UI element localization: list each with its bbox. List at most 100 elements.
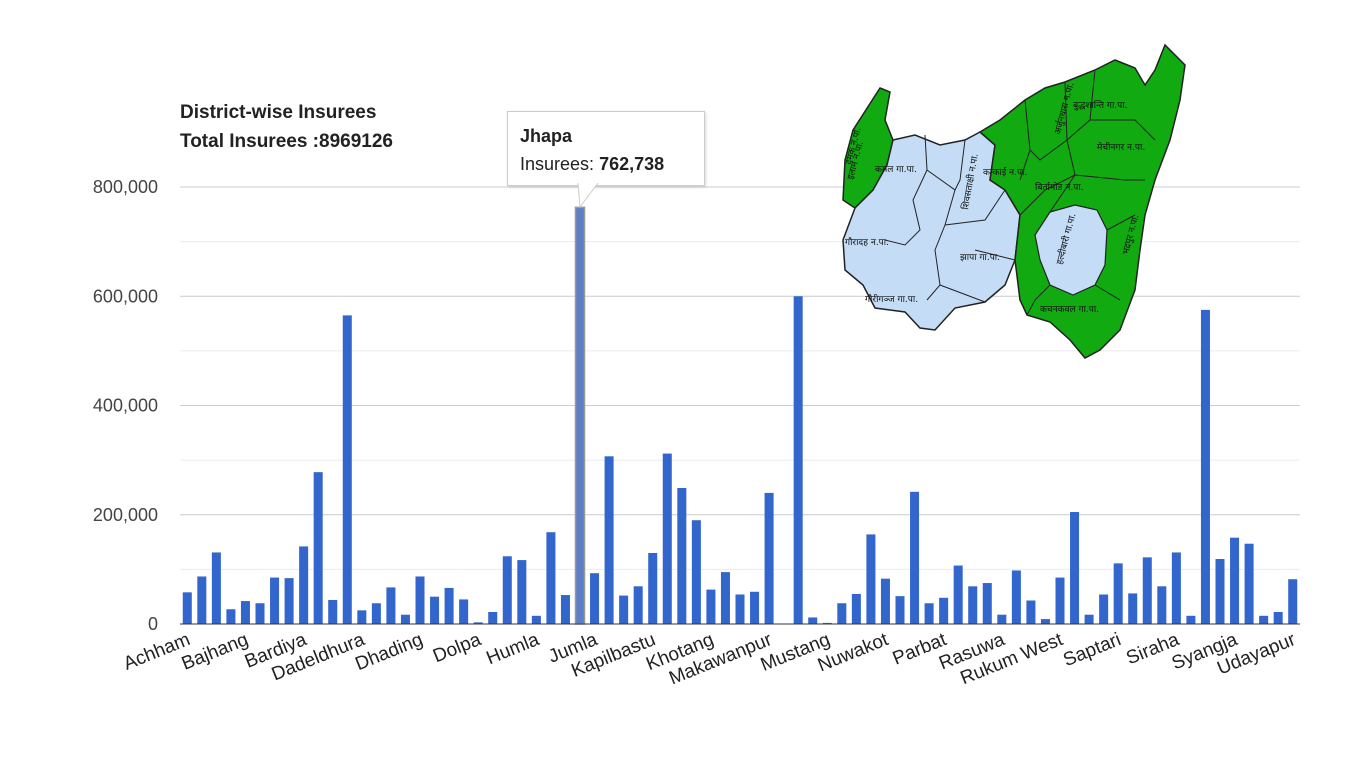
bar[interactable] [633, 586, 643, 624]
bar[interactable] [197, 576, 207, 624]
bar[interactable] [880, 578, 890, 624]
bar[interactable] [851, 593, 861, 624]
bar[interactable] [822, 622, 832, 624]
bar[interactable] [415, 576, 425, 624]
bar[interactable] [560, 595, 570, 624]
bar[interactable] [1171, 552, 1181, 624]
map-region-label: बिर्तामोड न.पा. [1035, 181, 1083, 193]
bar[interactable] [357, 610, 367, 624]
bar[interactable] [1128, 593, 1138, 624]
map-region-label: कमल गा.पा. [875, 165, 917, 175]
bar[interactable] [299, 546, 309, 624]
bar[interactable] [1230, 537, 1240, 624]
bar[interactable] [226, 609, 236, 624]
bar[interactable] [1200, 309, 1210, 624]
bar[interactable] [284, 578, 294, 624]
bar[interactable] [1070, 512, 1080, 624]
bar[interactable] [1084, 614, 1094, 624]
bar[interactable] [502, 556, 512, 624]
tooltip: Jhapa Insurees: 762,738 [507, 111, 705, 186]
bar[interactable] [764, 492, 774, 624]
bar[interactable] [546, 532, 556, 624]
bar[interactable] [1244, 543, 1254, 624]
y-axis-ticks: 0 200,000 400,000 600,000 800,000 [93, 177, 158, 634]
bar[interactable] [444, 587, 454, 624]
bar[interactable] [677, 487, 687, 624]
bar[interactable] [531, 615, 541, 624]
bar[interactable] [808, 617, 818, 624]
bar[interactable] [342, 315, 352, 624]
bar[interactable] [1026, 600, 1036, 624]
bar[interactable] [1157, 586, 1167, 624]
bar[interactable] [895, 596, 905, 624]
bar[interactable] [793, 296, 803, 624]
bar[interactable] [1273, 611, 1283, 624]
bar[interactable] [400, 614, 410, 624]
y-tick-label: 600,000 [93, 286, 158, 306]
bar[interactable] [706, 589, 716, 624]
x-tick-label: Dhading [352, 629, 425, 675]
chart-title: District-wise Insurees [180, 102, 377, 123]
map-region-label: कन्काई न.पा. [983, 166, 1027, 178]
bar[interactable] [270, 577, 280, 624]
bar[interactable] [328, 599, 338, 624]
bar[interactable] [924, 603, 934, 624]
map-region-label: मेचीनगर न.पा. [1097, 141, 1145, 153]
bar[interactable] [313, 472, 323, 624]
bar[interactable] [1040, 619, 1050, 624]
bar[interactable] [473, 622, 483, 624]
chart-subtitle: Total Insurees :8969126 [180, 131, 393, 152]
bar[interactable] [1055, 577, 1065, 624]
bar[interactable] [386, 587, 396, 624]
bar[interactable] [1259, 615, 1269, 624]
bar[interactable] [517, 560, 527, 624]
bar[interactable] [1011, 570, 1021, 624]
bar[interactable] [720, 572, 730, 624]
bar[interactable] [982, 583, 992, 624]
bar[interactable] [604, 456, 614, 624]
bar[interactable] [1288, 579, 1298, 624]
bar-series [182, 206, 1298, 625]
bar[interactable] [590, 573, 600, 624]
bar[interactable] [240, 601, 250, 624]
bar[interactable] [211, 552, 221, 624]
bar[interactable] [735, 594, 745, 624]
bar[interactable] [691, 520, 701, 624]
map-region-label: झापा गा.पा. [960, 253, 1000, 263]
bar[interactable] [255, 603, 265, 624]
tooltip-tail [577, 183, 599, 209]
bar[interactable] [619, 595, 629, 624]
tooltip-title: Jhapa [520, 126, 573, 146]
bar[interactable] [750, 591, 760, 624]
x-tick-label: Achham [121, 629, 193, 675]
bar[interactable] [371, 603, 381, 624]
map-region-label: बुद्धशान्ति गा.पा. [1073, 99, 1127, 111]
bar[interactable] [939, 597, 949, 624]
bar[interactable] [430, 596, 440, 624]
map-region-label: कचनकवल गा.पा. [1040, 305, 1099, 315]
map-region-label: गौरीगञ्ज गा.पा. [865, 293, 918, 305]
bar[interactable] [1099, 594, 1109, 624]
bar[interactable] [488, 611, 498, 624]
bar[interactable] [662, 453, 672, 624]
bar[interactable] [1142, 557, 1152, 624]
bar[interactable] [837, 603, 847, 624]
bar[interactable] [648, 552, 658, 624]
bar[interactable] [997, 614, 1007, 624]
bar[interactable] [574, 206, 586, 625]
bar[interactable] [866, 534, 876, 624]
bar[interactable] [968, 586, 978, 624]
bar[interactable] [1186, 615, 1196, 624]
bar[interactable] [953, 565, 963, 624]
bar[interactable] [459, 599, 469, 624]
map-region-label: गौरादह न.पा. [845, 236, 889, 248]
bar[interactable] [182, 592, 192, 624]
bar[interactable] [1215, 558, 1225, 624]
y-tick-label: 200,000 [93, 505, 158, 525]
bar[interactable] [1113, 563, 1123, 624]
jhapa-inset-map: इलाम न.पा. कमल गा.पा. शिवसताक्षी न.पा.गौरा… [842, 43, 1186, 359]
y-tick-label: 400,000 [93, 396, 158, 416]
bar[interactable] [910, 491, 920, 624]
tooltip-value: 762,738 [599, 154, 665, 174]
